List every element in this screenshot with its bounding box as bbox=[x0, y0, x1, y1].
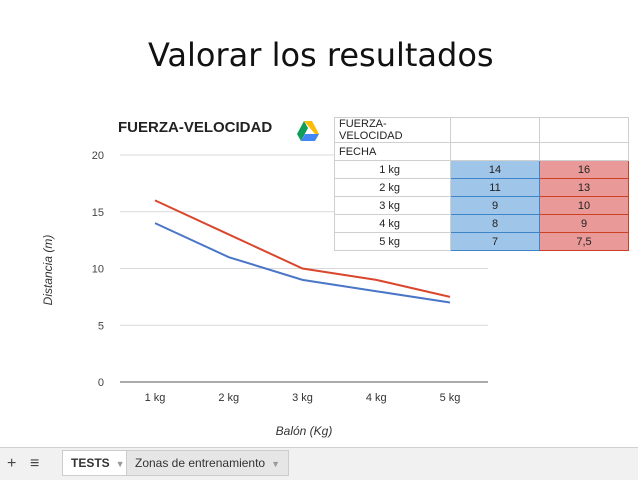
table-row: 3 kg 9 10 bbox=[334, 196, 629, 215]
tab-label: TESTS bbox=[71, 456, 110, 470]
y-tick-label: 10 bbox=[92, 264, 104, 276]
cell-series-2: 13 bbox=[539, 178, 629, 197]
sheet-tab-bar: + ≡ TESTS ▼ Zonas de entrenamiento ▼ bbox=[0, 447, 638, 480]
cell-series-2: 9 bbox=[539, 214, 629, 233]
x-tick-label: 3 kg bbox=[292, 392, 313, 404]
data-table: FUERZA-VELOCIDAD FECHA 1 kg 14 16 2 kg 1… bbox=[334, 117, 629, 251]
x-tick-label: 2 kg bbox=[218, 392, 239, 404]
cell-series-2: 10 bbox=[539, 196, 629, 215]
google-drive-icon bbox=[297, 121, 319, 141]
plus-icon[interactable]: + bbox=[7, 455, 17, 472]
series-line-1 bbox=[154, 222, 451, 304]
y-tick-label: 0 bbox=[98, 377, 104, 389]
x-tick-label: 4 kg bbox=[366, 392, 387, 404]
cell-series-2: 16 bbox=[539, 160, 629, 179]
table-row: 1 kg 14 16 bbox=[334, 160, 629, 179]
slide-title: Valorar los resultados bbox=[148, 36, 494, 74]
chart-title: FUERZA-VELOCIDAD bbox=[118, 119, 273, 136]
table-header-row: FUERZA-VELOCIDAD bbox=[334, 117, 629, 143]
cell-series-1: 8 bbox=[450, 214, 540, 233]
row-label: 2 kg bbox=[334, 178, 451, 197]
x-axis-title: Balón (Kg) bbox=[276, 424, 333, 438]
table-subheader: FECHA bbox=[334, 142, 451, 161]
cell-series-1: 9 bbox=[450, 196, 540, 215]
row-label: 1 kg bbox=[334, 160, 451, 179]
tab-tests[interactable]: TESTS ▼ bbox=[62, 450, 134, 476]
x-tick-label: 1 kg bbox=[145, 392, 166, 404]
row-label: 3 kg bbox=[334, 196, 451, 215]
x-tick-label: 5 kg bbox=[440, 392, 461, 404]
series-line-2 bbox=[154, 199, 451, 298]
table-row: 5 kg 7 7,5 bbox=[334, 232, 629, 251]
table-subheader-row: FECHA bbox=[334, 142, 629, 161]
y-tick-label: 5 bbox=[98, 320, 104, 332]
table-row: 4 kg 8 9 bbox=[334, 214, 629, 233]
tab-zonas-de-entrenamiento[interactable]: Zonas de entrenamiento ▼ bbox=[126, 450, 290, 476]
y-axis-title: Distancia (m) bbox=[41, 235, 55, 306]
row-label: 4 kg bbox=[334, 214, 451, 233]
row-label: 5 kg bbox=[334, 232, 451, 251]
list-icon[interactable]: ≡ bbox=[30, 455, 40, 472]
table-row: 2 kg 11 13 bbox=[334, 178, 629, 197]
tab-label: Zonas de entrenamiento bbox=[135, 456, 266, 470]
cell-series-1: 7 bbox=[450, 232, 540, 251]
chevron-down-icon[interactable]: ▼ bbox=[115, 459, 125, 469]
cell-series-2: 7,5 bbox=[539, 232, 629, 251]
y-tick-label: 20 bbox=[92, 150, 104, 162]
table-header: FUERZA-VELOCIDAD bbox=[334, 117, 451, 143]
cell-series-1: 11 bbox=[450, 178, 540, 197]
y-tick-label: 15 bbox=[92, 207, 104, 219]
chevron-down-icon[interactable]: ▼ bbox=[271, 459, 281, 469]
cell-series-1: 14 bbox=[450, 160, 540, 179]
